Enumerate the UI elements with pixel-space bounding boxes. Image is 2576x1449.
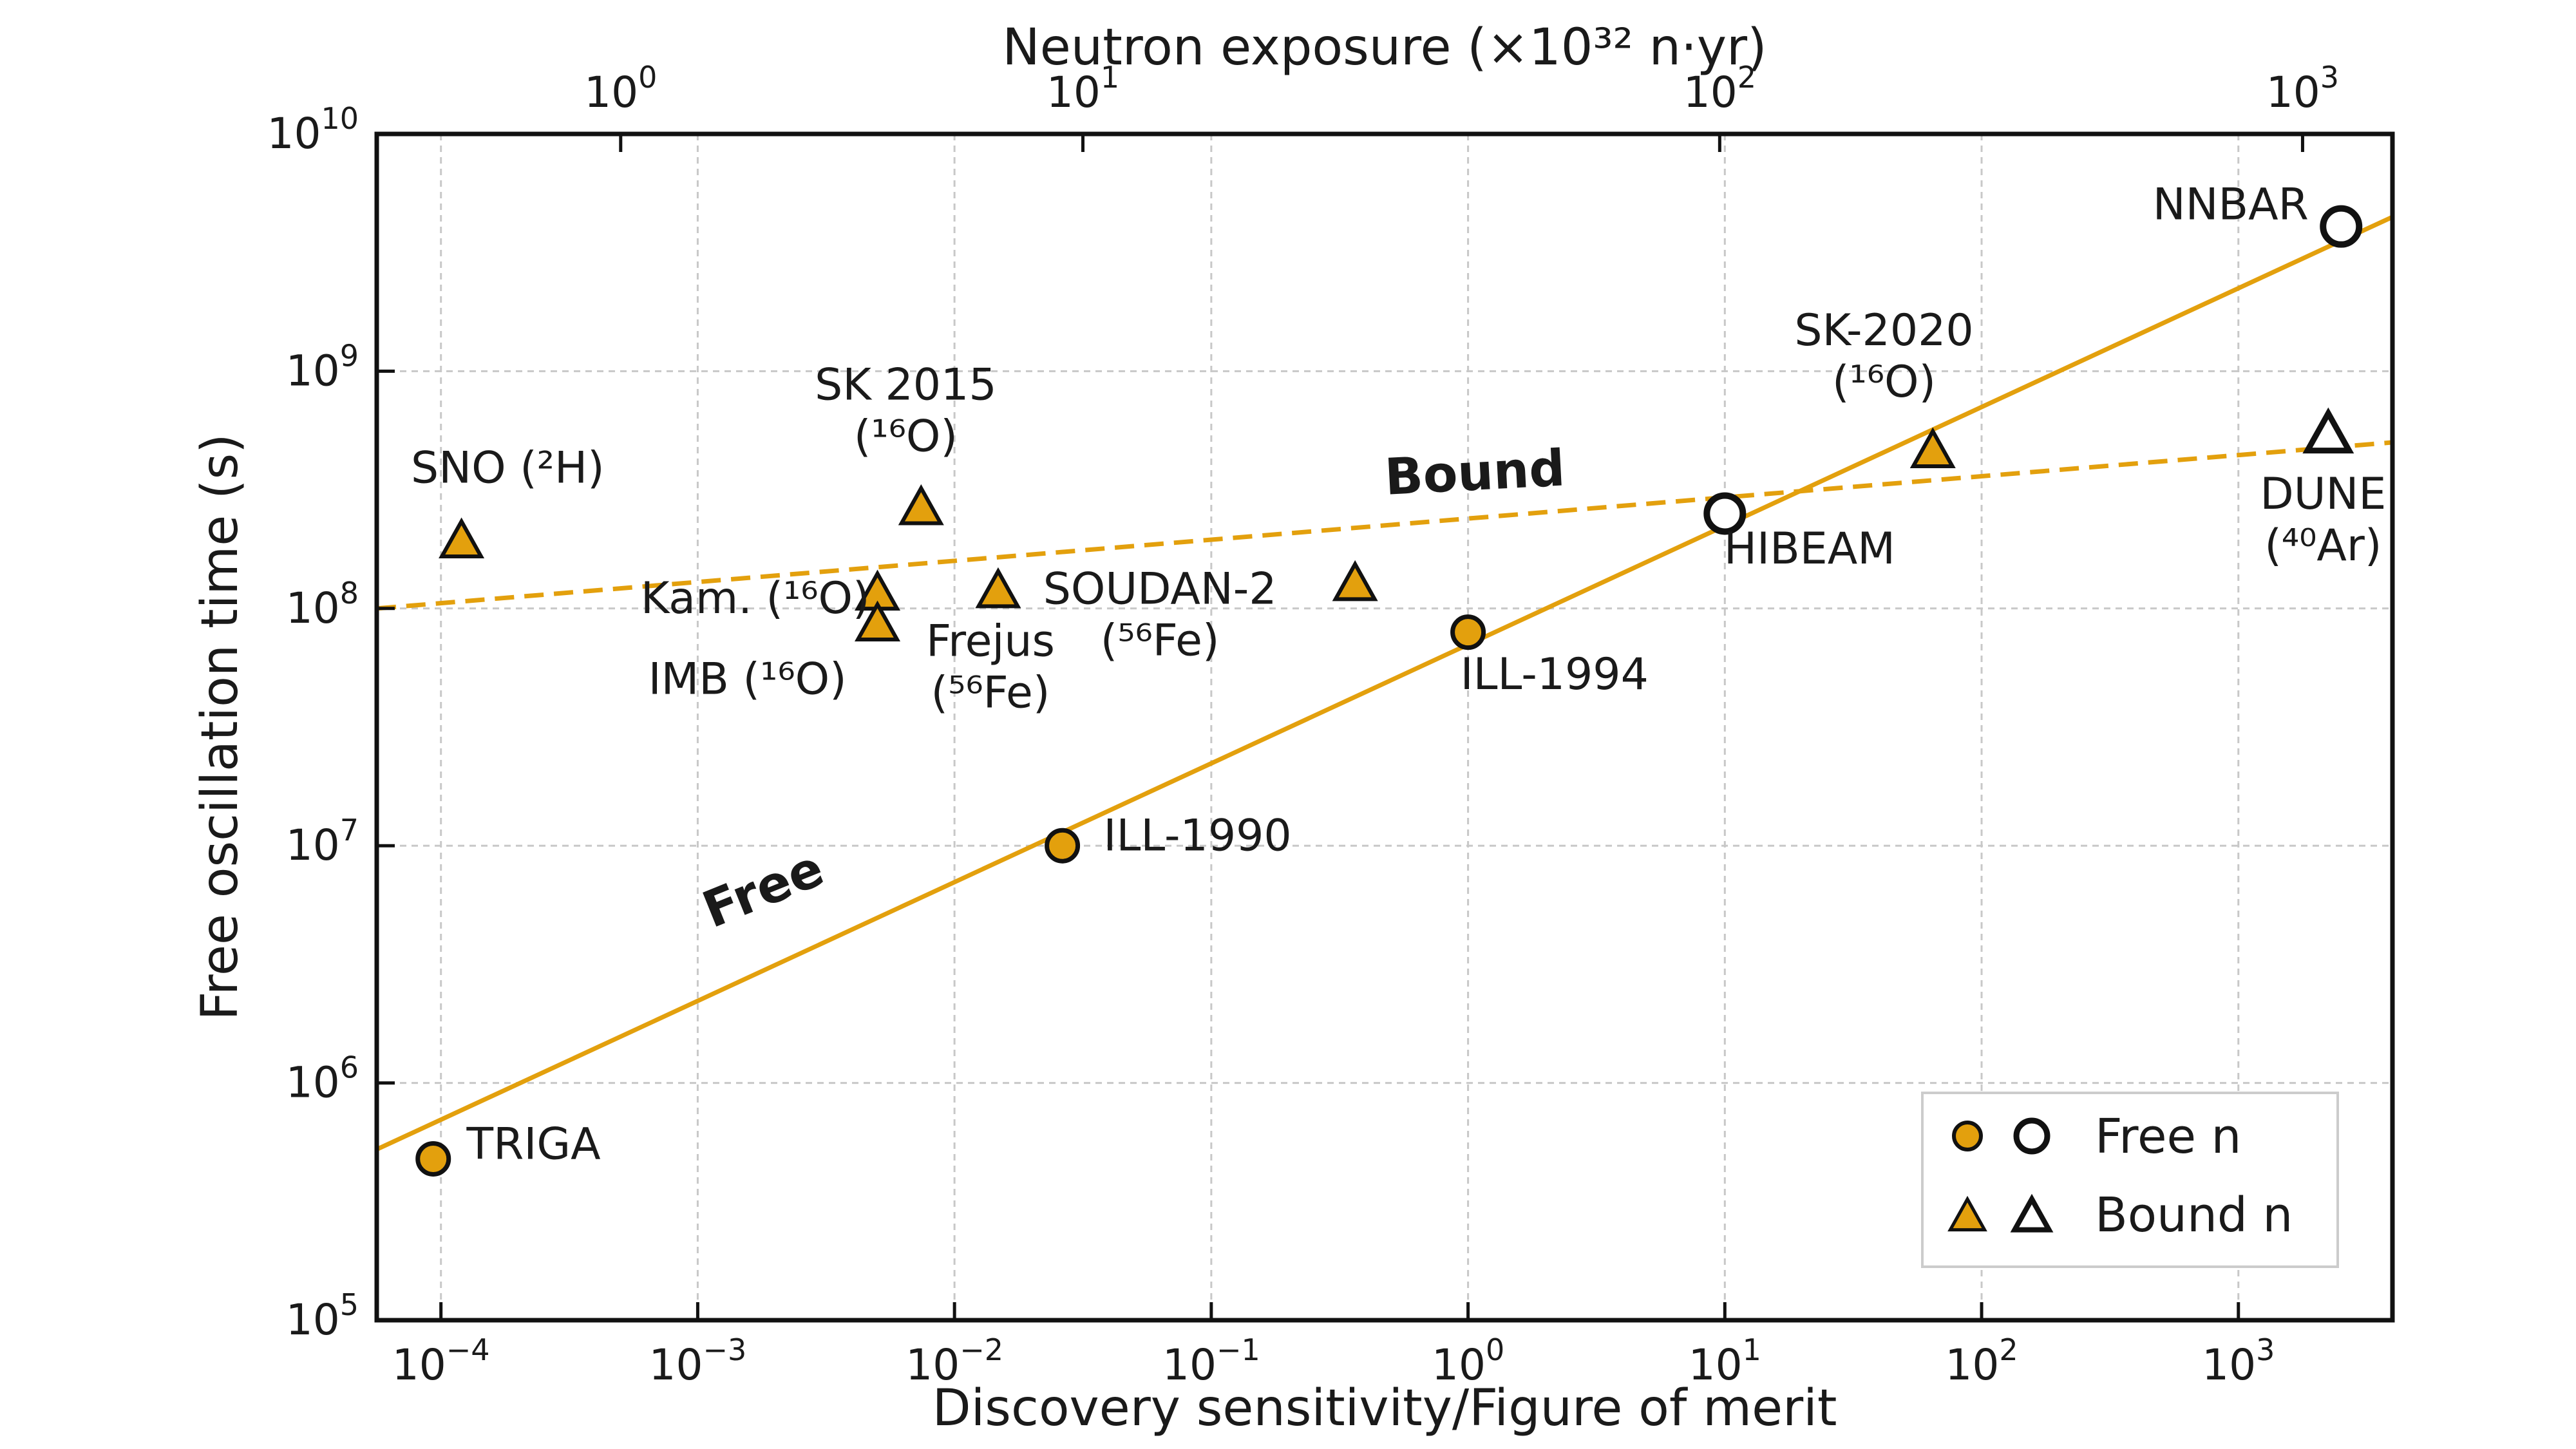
point-imb <box>855 600 901 641</box>
x-tick-label: 10−2 <box>905 1332 1003 1390</box>
point-sno <box>439 517 485 559</box>
top-axis-label: Neutron exposure (×10³² n·yr) <box>1002 19 1766 77</box>
point-dune <box>2302 407 2354 454</box>
label-sk-2020: SK-2020 <box>1794 305 1973 356</box>
data-points <box>415 205 2363 1177</box>
legend-label: Free n <box>2095 1109 2241 1164</box>
x-tick-label: 10−1 <box>1162 1332 1260 1390</box>
legend-marker-open-circle <box>2013 1117 2050 1155</box>
label-sk-2015: (¹⁶O) <box>854 412 958 462</box>
label-kam-: Kam. (¹⁶O) <box>641 573 870 624</box>
axis-ticks <box>377 132 2304 1322</box>
x-tick-label: 10−3 <box>649 1332 747 1390</box>
label-soudan-2: SOUDAN-2 <box>1043 564 1277 614</box>
label-sno: SNO (²H) <box>411 443 605 494</box>
x-tick-label: 100 <box>1432 1332 1504 1390</box>
point-nnbar <box>2320 205 2363 248</box>
label-dune: DUNE <box>2260 469 2386 520</box>
grid <box>377 134 2392 1320</box>
bound-line-label: Bound <box>1383 439 1566 507</box>
legend: Free n Bound n <box>1921 1092 2339 1268</box>
label-frejus: (⁵⁶Fe) <box>931 667 1050 718</box>
x-tick-label: 102 <box>1945 1332 2018 1390</box>
point-labels: TRIGA ILL-1990 ILL-1994 HIBEAM NNBAR SNO (²H)… <box>411 180 2386 1170</box>
x-axis-label: Discovery sensitivity/Figure of merit <box>933 1379 1837 1437</box>
label-sk-2020: (¹⁶O) <box>1832 357 1936 408</box>
tick-labels: 10−4 10−3 10−2 10−1 100 101 102 103 105 106 107 108… <box>267 60 2339 1390</box>
free-line <box>375 214 2394 1151</box>
label-triga: TRIGA <box>466 1119 601 1170</box>
plot-frame <box>374 131 2395 1323</box>
legend-box <box>1921 1092 2339 1268</box>
legend-label: Bound n <box>2095 1188 2293 1243</box>
y-tick-label: 106 <box>286 1050 359 1108</box>
label-hibeam: HIBEAM <box>1724 524 1895 574</box>
legend-marker-filled-circle <box>1952 1121 1983 1151</box>
legend-marker-open-triangle <box>2010 1193 2054 1233</box>
y-tick-label: 1010 <box>267 101 359 158</box>
x-tick-label: 10−4 <box>392 1332 490 1390</box>
point-sk-2020 <box>1909 427 1956 469</box>
legend-marker-filled-triangle <box>1947 1195 1987 1232</box>
label-ill-1994: ILL-1994 <box>1461 649 1649 700</box>
x-tick-label: 101 <box>1689 1332 1761 1390</box>
point-ill-1990 <box>1045 828 1081 864</box>
y-tick-label: 109 <box>286 338 359 395</box>
label-frejus: Frejus <box>926 616 1055 667</box>
point-hibeam <box>1703 492 1747 535</box>
top-tick-label: 103 <box>2266 60 2339 117</box>
label-soudan-2: (⁵⁶Fe) <box>1101 615 1220 666</box>
label-imb: IMB (¹⁶O) <box>649 654 847 705</box>
bound-line <box>376 440 2393 611</box>
y-tick-label: 107 <box>286 813 359 870</box>
point-triga <box>415 1141 451 1177</box>
point-ill-1994 <box>1450 614 1486 650</box>
label-sk-2015: SK 2015 <box>815 360 996 411</box>
label-ill-1990: ILL-1990 <box>1103 811 1291 862</box>
label-dune: (⁴⁰Ar) <box>2264 520 2382 571</box>
point-sk-2015 <box>898 484 944 526</box>
y-tick-label: 105 <box>286 1287 359 1345</box>
top-tick-label: 102 <box>1683 60 1756 117</box>
free-line-label: Free <box>695 839 831 940</box>
label-nnbar: NNBAR <box>2153 180 2309 231</box>
point-soudan-2 <box>1332 560 1378 601</box>
y-axis-label: Free oscillation time (s) <box>191 433 249 1020</box>
top-tick-label: 101 <box>1046 60 1119 117</box>
x-tick-label: 103 <box>2202 1332 2275 1390</box>
y-tick-label: 108 <box>286 576 359 633</box>
top-tick-label: 100 <box>584 60 657 117</box>
point-frejus <box>975 567 1021 609</box>
